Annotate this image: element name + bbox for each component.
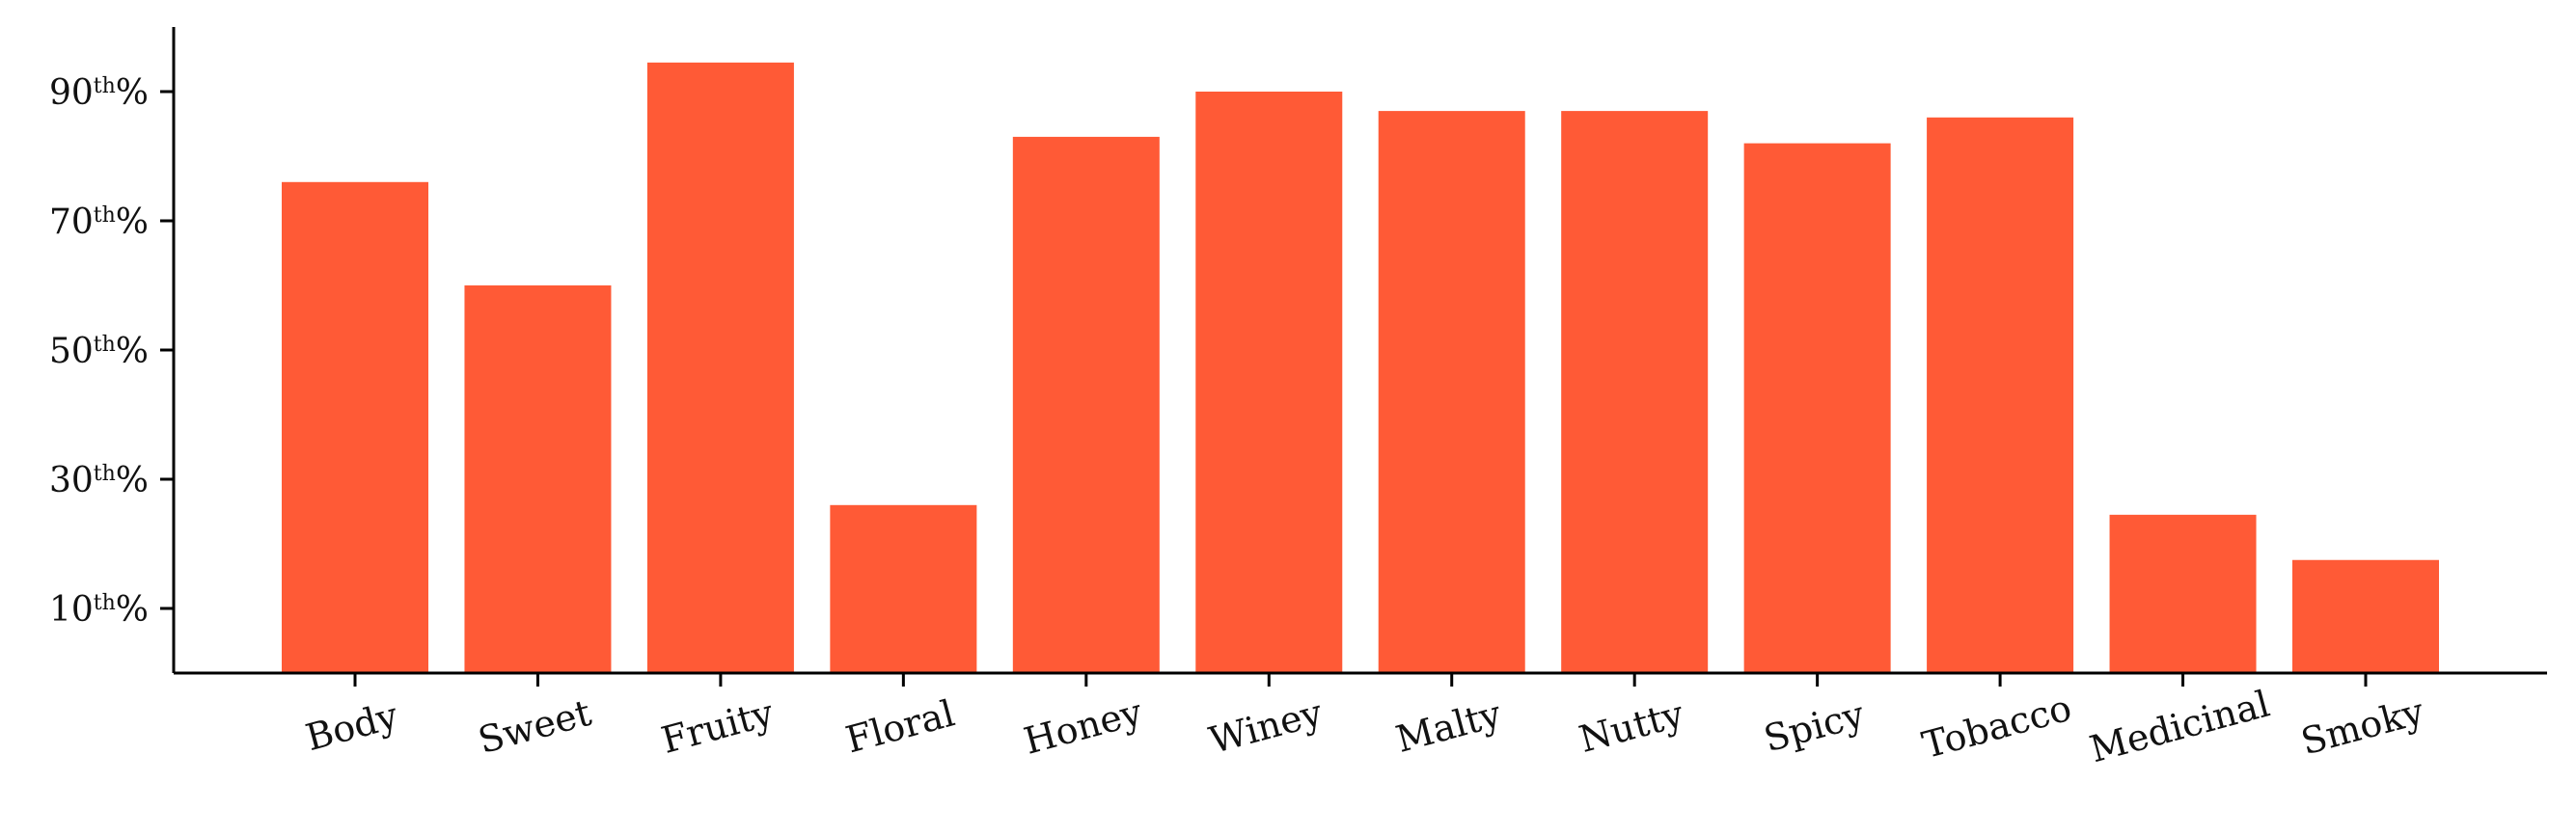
- bar-honey: [1012, 136, 1160, 673]
- bar-malty: [1378, 111, 1525, 674]
- x-tick-label: Tobacco: [1918, 687, 2076, 767]
- bar-tobacco: [1927, 117, 2074, 674]
- y-tick-label: 90th%: [49, 73, 149, 113]
- bar-sweet: [464, 285, 612, 673]
- bar-spicy: [1743, 143, 1891, 674]
- x-tick-label: Fruity: [657, 691, 779, 762]
- x-tick-label: Sweet: [474, 691, 595, 762]
- x-axis-ticks: Body Sweet Fruity Floral Honey Winey Malty Nutt…: [301, 673, 2428, 770]
- bars-group: [282, 62, 2439, 674]
- bar-winey: [1195, 92, 1343, 673]
- x-tick-label: Honey: [1020, 690, 1147, 763]
- y-tick-label: 10th%: [49, 590, 149, 630]
- x-tick-label: Floral: [841, 691, 959, 761]
- x-tick-label: Body: [301, 694, 402, 760]
- bar-body: [282, 181, 428, 674]
- x-tick-label: Winey: [1205, 691, 1328, 762]
- bar-floral: [830, 504, 977, 673]
- x-tick-label: Smoky: [2296, 689, 2428, 763]
- y-tick-label: 70th%: [49, 202, 149, 242]
- x-tick-label: Malty: [1391, 692, 1506, 761]
- y-tick-label: 30th%: [49, 461, 149, 500]
- x-tick-label: Spicy: [1760, 692, 1870, 760]
- x-tick-label: Medicinal: [2085, 683, 2273, 771]
- y-axis-ticks: 10th% 30th% 50th% 70th% 90th%: [49, 73, 174, 630]
- bar-smoky: [2292, 559, 2439, 673]
- x-tick-label: Nutty: [1575, 692, 1688, 761]
- bar-medicinal: [2109, 514, 2257, 673]
- y-tick-label: 50th%: [49, 332, 149, 371]
- bar-fruity: [646, 62, 794, 674]
- bar-nutty: [1561, 111, 1709, 674]
